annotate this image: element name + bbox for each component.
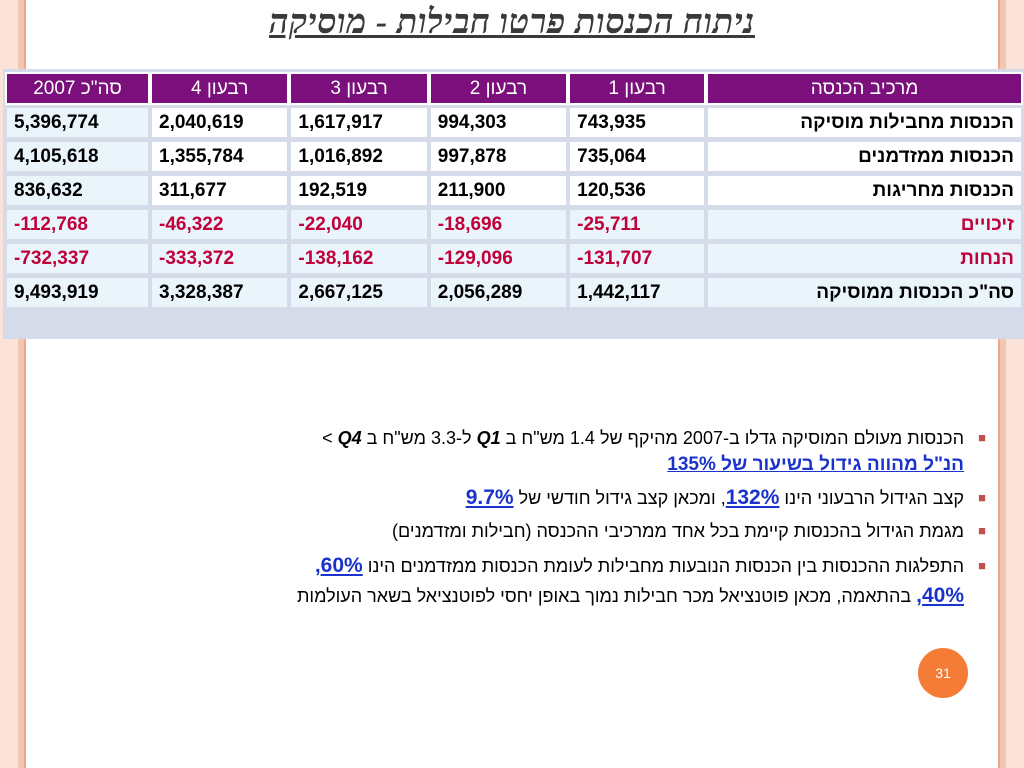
bullet-text: קצב הגידול הרבעוני הינו: [779, 488, 964, 508]
bullet-text: הכנסות מעולם המוסיקה גדלו ב-2007 מהיקף ש…: [500, 428, 964, 448]
cell-q1: 735,064: [570, 142, 705, 171]
cell-q4: 2,040,619: [152, 108, 288, 137]
cell-q1: -25,711: [570, 210, 705, 239]
cell-q3: 2,667,125: [291, 278, 427, 307]
row-label: הכנסות מחבילות מוסיקה: [708, 108, 1021, 137]
bullet-text: מגמת הגידול בהכנסות קיימת בכל אחד ממרכיב…: [392, 521, 964, 541]
right-border-line: [998, 0, 1000, 768]
cell-q1: -131,707: [570, 244, 705, 273]
cell-total: 836,632: [7, 176, 148, 205]
highlight-value: 9.7%: [465, 486, 514, 509]
header-q1: רבעון 1: [568, 72, 707, 105]
row-label: סה"כ הכנסות ממוסיקה: [708, 278, 1021, 307]
bullet-marker-icon: ■: [978, 558, 986, 573]
cell-total: 4,105,618: [7, 142, 148, 171]
cell-q3: 1,617,917: [291, 108, 427, 137]
left-border-decoration: [18, 0, 24, 768]
cell-total: -732,337: [7, 244, 148, 273]
bullet-marker-icon: ■: [978, 490, 986, 505]
row-label: הכנסות מחריגות: [708, 176, 1021, 205]
highlight-value: 40%,: [916, 584, 964, 607]
cell-q4: -333,372: [152, 244, 288, 273]
cell-total: 5,396,774: [7, 108, 148, 137]
right-border-decoration: [1000, 0, 1006, 768]
cell-q3: 192,519: [291, 176, 427, 205]
row-label: זיכויים: [708, 210, 1021, 239]
bullet-marker-icon: ■: [978, 523, 986, 538]
table-header-row: מרכיב הכנסה רבעון 1 רבעון 2 רבעון 3 רבעו…: [5, 72, 1023, 105]
bullet-text: בהתאמה, מכאן פוטנציאל מכר חבילות נמוך בא…: [296, 586, 917, 606]
slide-title: ניתוח הכנסות פרטו חבילות - מוסיקה: [269, 4, 755, 41]
cell-q4: 3,328,387: [152, 278, 288, 307]
header-q2: רבעון 2: [428, 72, 569, 105]
highlight-text: הנ"ל מהווה גידול בשיעור של 135%: [667, 454, 964, 475]
cell-q2: 994,303: [430, 108, 567, 137]
table-row: הנחות -131,707 -129,096 -138,162 -333,37…: [7, 244, 1021, 273]
bullet-item: ■ קצב הגידול הרבעוני הינו 132%, ומכאן קצ…: [66, 485, 986, 511]
left-border-line: [24, 0, 26, 768]
bullet-text: >: [322, 428, 338, 448]
table-row: הכנסות ממזדמנים 735,064 997,878 1,016,89…: [7, 142, 1021, 171]
quarter-label: Q1: [476, 428, 501, 448]
cell-q2: 211,900: [430, 176, 567, 205]
header-total-2007: סה"כ 2007: [5, 72, 150, 105]
cell-q3: -138,162: [291, 244, 427, 273]
table-row: הכנסות מחריגות 120,536 211,900 192,519 3…: [7, 176, 1021, 205]
row-label: הכנסות ממזדמנים: [708, 142, 1021, 171]
header-q3: רבעון 3: [289, 72, 429, 105]
cell-q1: 743,935: [570, 108, 705, 137]
bullet-item: ■ הכנסות מעולם המוסיקה גדלו ב-2007 מהיקף…: [66, 425, 986, 478]
cell-q3: 1,016,892: [291, 142, 427, 171]
table-total-row: סה"כ הכנסות ממוסיקה 1,442,117 2,056,289 …: [7, 278, 1021, 307]
cell-q2: 2,056,289: [430, 278, 567, 307]
revenue-table-container: מרכיב הכנסה רבעון 1 רבעון 2 רבעון 3 רבעו…: [3, 69, 1024, 339]
bullet-list: ■ הכנסות מעולם המוסיקה גדלו ב-2007 מהיקף…: [66, 425, 986, 618]
table-row: זיכויים -25,711 -18,696 -22,040 -46,322 …: [7, 210, 1021, 239]
header-q4: רבעון 4: [149, 72, 290, 105]
highlight-value: 60%,: [314, 554, 363, 577]
highlight-value: 132%: [725, 486, 780, 509]
bullet-text: ל-3.3 מש"ח ב: [361, 428, 477, 448]
cell-q1: 120,536: [570, 176, 705, 205]
cell-total: 9,493,919: [7, 278, 148, 307]
bullet-text: , ומכאן קצב גידול חודשי של: [513, 488, 726, 508]
bullet-item: ■ מגמת הגידול בהכנסות קיימת בכל אחד ממרכ…: [66, 518, 986, 544]
cell-q4: 1,355,784: [152, 142, 288, 171]
header-revenue-component: מרכיב הכנסה: [706, 72, 1023, 105]
bullet-marker-icon: ■: [978, 430, 986, 445]
cell-q3: -22,040: [291, 210, 427, 239]
cell-q4: -46,322: [152, 210, 288, 239]
cell-q1: 1,442,117: [570, 278, 705, 307]
cell-q2: -18,696: [430, 210, 567, 239]
bullet-item: ■ התפלגות ההכנסות בין הכנסות הנובעות מחב…: [66, 551, 986, 611]
cell-total: -112,768: [7, 210, 148, 239]
cell-q4: 311,677: [152, 176, 288, 205]
table-row: הכנסות מחבילות מוסיקה 743,935 994,303 1,…: [7, 108, 1021, 137]
row-label: הנחות: [708, 244, 1021, 273]
cell-q2: 997,878: [430, 142, 567, 171]
quarter-label: Q4: [337, 428, 362, 448]
bullet-text: התפלגות ההכנסות בין הכנסות הנובעות מחביל…: [362, 556, 964, 576]
page-number-badge: 31: [918, 648, 968, 698]
cell-q2: -129,096: [430, 244, 567, 273]
revenue-table: מרכיב הכנסה רבעון 1 רבעון 2 רבעון 3 רבעו…: [3, 69, 1024, 312]
